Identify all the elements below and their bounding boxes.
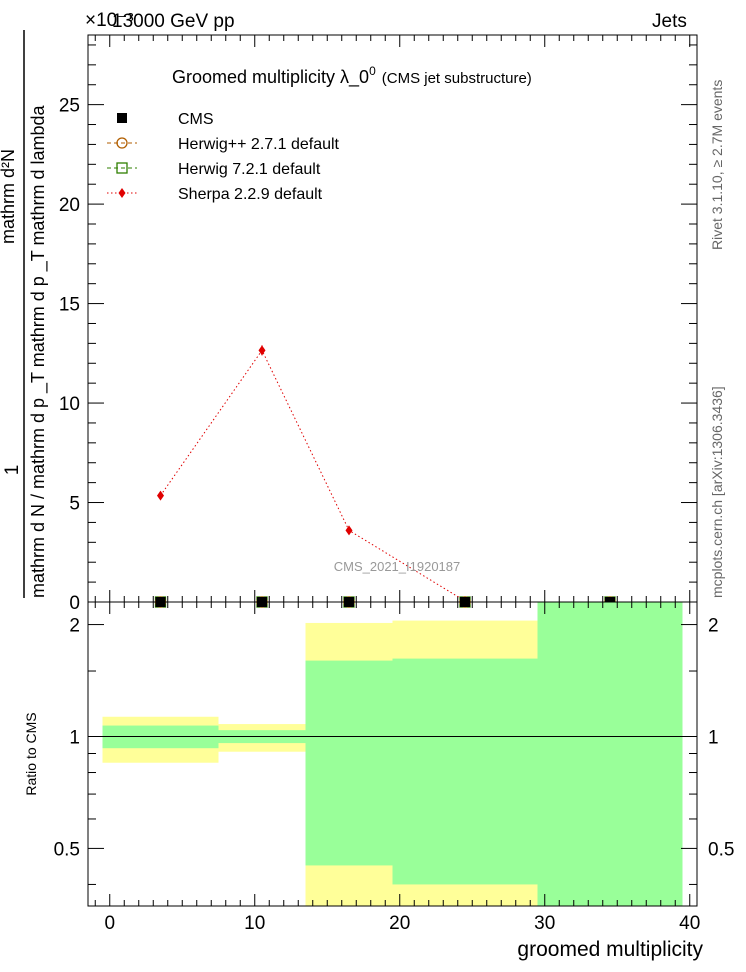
legend-label: Herwig 7.2.1 default: [178, 161, 321, 178]
y-exponent-label: ×10⁻³: [85, 10, 134, 31]
ylabel-top: mathrm d²N: [0, 149, 18, 244]
x-tick-label: 0: [104, 913, 115, 934]
legend-label: Sherpa 2.2.9 default: [178, 186, 323, 203]
ratio-stat-uncertainty-band: [305, 660, 393, 866]
point-marker: [116, 137, 128, 149]
x-axis-label: groomed multiplicity: [517, 938, 703, 961]
rivet-label: Rivet 3.1.10, ≥ 2.7M events: [709, 80, 725, 250]
legend-label: Herwig++ 2.7.1 default: [178, 136, 340, 153]
ratio-plot-panel: 0.5 0.51 12 20 10 20 30 40 Ratio to CMS groomed…: [23, 601, 734, 961]
series-line: [160, 349, 466, 602]
ratio-bands-layer: [88, 602, 697, 906]
ratio-y-tick-label: 2: [69, 616, 80, 637]
legend-entry: Sherpa 2.2.9 default: [107, 186, 323, 203]
main-frame: [87, 34, 698, 603]
point-marker: [117, 113, 127, 123]
point-marker: [118, 188, 126, 198]
ratio-stat-uncertainty-band: [392, 658, 538, 885]
legend-label: CMS: [178, 111, 214, 128]
ratio-y-tick-label: 1: [69, 727, 80, 748]
ratio-y-tick-label: 0.5: [54, 839, 80, 860]
chart-title-sup: 0: [369, 64, 376, 78]
y-tick-label: 5: [69, 494, 80, 515]
y-tick-label: 25: [59, 96, 80, 117]
ratio-y-tick-label-right: 2: [708, 616, 719, 637]
ylabel-numerator: 1: [2, 465, 23, 476]
y-tick-label: 20: [59, 195, 80, 216]
y-tick-label: 10: [59, 394, 80, 415]
point-marker: [116, 162, 128, 174]
ratio-axis-ticks: 0.5 0.51 12 20 10 20 30 40: [54, 602, 734, 934]
chart-title-main: Groomed multiplicity λ_0: [172, 67, 369, 88]
x-tick-label: 40: [679, 913, 700, 934]
ratio-y-tick-label-right: 1: [708, 727, 719, 748]
legend-entry: CMS: [117, 111, 214, 128]
analysis-watermark: CMS_2021_I1920187: [334, 559, 461, 574]
legend-entry: Herwig++ 2.7.1 default: [107, 136, 340, 153]
y-tick-label: 15: [59, 295, 80, 316]
x-tick-label: 10: [244, 913, 265, 934]
ratio-stat-uncertainty-band: [537, 602, 683, 906]
process-label: Jets: [652, 11, 687, 32]
mcplots-label: mcplots.cern.ch [arXiv:1306.3436]: [709, 386, 725, 598]
ylabel-denominator: mathrm d N / mathrm d p _T mathrm d p _T…: [28, 105, 49, 598]
chart-title: Groomed multiplicity λ_00 (CMS jet substr…: [172, 64, 532, 88]
legend-entry: Herwig 7.2.1 default: [107, 161, 321, 178]
chart-title-tail: (CMS jet substructure): [382, 70, 532, 87]
energy-label: 13000 GeV pp: [112, 11, 235, 32]
point-marker: [157, 490, 164, 501]
series-sherpa-2-2-9-default: [157, 345, 469, 607]
legend: CMS Herwig++ 2.7.1 default Herwig 7.2.1 de…: [107, 111, 340, 203]
ratio-y-label: Ratio to CMS: [23, 712, 39, 795]
point-marker: [258, 345, 266, 356]
ratio-y-tick-label-right: 0.5: [708, 839, 734, 860]
point-marker: [345, 525, 353, 536]
x-tick-label: 30: [534, 913, 555, 934]
y-tick-label: 0: [69, 593, 80, 614]
main-y-axis-label: 1 mathrm d N / mathrm d p _T mathrm d p …: [0, 30, 49, 598]
x-tick-label: 20: [389, 913, 410, 934]
